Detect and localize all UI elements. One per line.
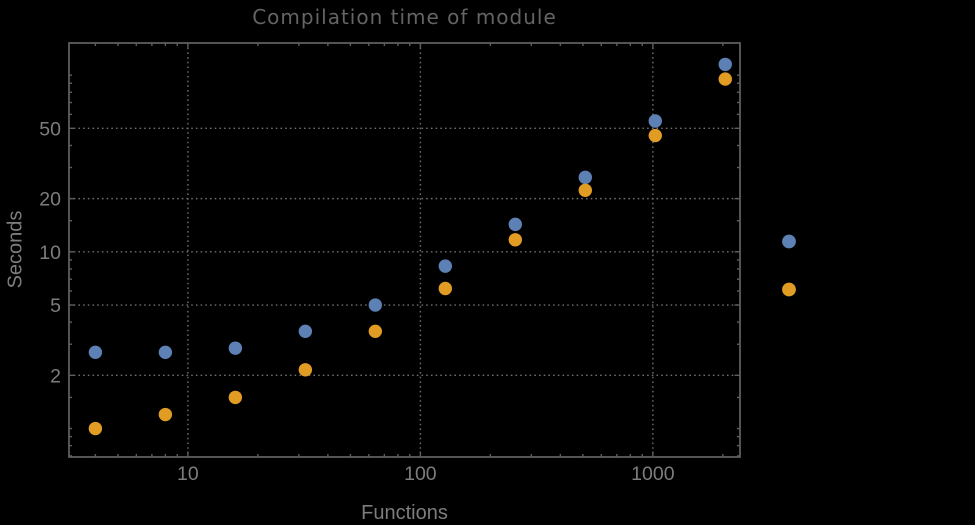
data-point-series-2-x512 xyxy=(578,183,592,197)
data-point-series-1-x1024 xyxy=(648,114,662,128)
y-axis-label: Seconds xyxy=(4,210,27,289)
x-tick-label-10: 10 xyxy=(177,463,199,485)
data-point-series-1-x64 xyxy=(368,298,383,312)
data-point-series-1-x2048 xyxy=(718,57,732,72)
data-point-series-1-x4 xyxy=(88,345,103,360)
y-tick-label-20: 20 xyxy=(39,189,61,211)
data-point-series-2-x1024 xyxy=(648,128,662,143)
y-tick-label-5: 5 xyxy=(50,295,61,317)
data-point-series-1-x512 xyxy=(578,170,592,185)
data-point-series-1-x8 xyxy=(158,345,173,360)
data-point-series-2-x64 xyxy=(368,324,383,339)
data-point-series-2-x16 xyxy=(228,390,243,405)
plot-frame xyxy=(68,42,741,458)
chart-title: Compilation time of module xyxy=(252,5,557,29)
data-point-series-2-x128 xyxy=(438,281,453,296)
x-tick-label-100: 100 xyxy=(404,463,437,485)
y-tick-label-50: 50 xyxy=(39,118,61,140)
data-point-series-2-x8 xyxy=(158,407,173,422)
data-point-series-1-x256 xyxy=(508,217,523,232)
x-axis-label: Functions xyxy=(361,502,448,524)
legend-marker-series-1 xyxy=(782,234,796,249)
x-tick-label-1000: 1000 xyxy=(631,463,675,485)
data-point-series-2-x256 xyxy=(508,233,523,247)
data-point-series-2-x4 xyxy=(88,421,103,436)
data-point-series-1-x16 xyxy=(228,341,243,355)
data-point-series-1-x32 xyxy=(298,324,313,339)
data-point-series-2-x32 xyxy=(298,363,313,377)
legend-marker-series-2 xyxy=(782,282,796,297)
data-point-series-2-x2048 xyxy=(718,72,732,86)
y-tick-label-2: 2 xyxy=(50,365,61,387)
data-point-series-1-x128 xyxy=(438,259,453,273)
y-tick-label-10: 10 xyxy=(39,242,61,264)
